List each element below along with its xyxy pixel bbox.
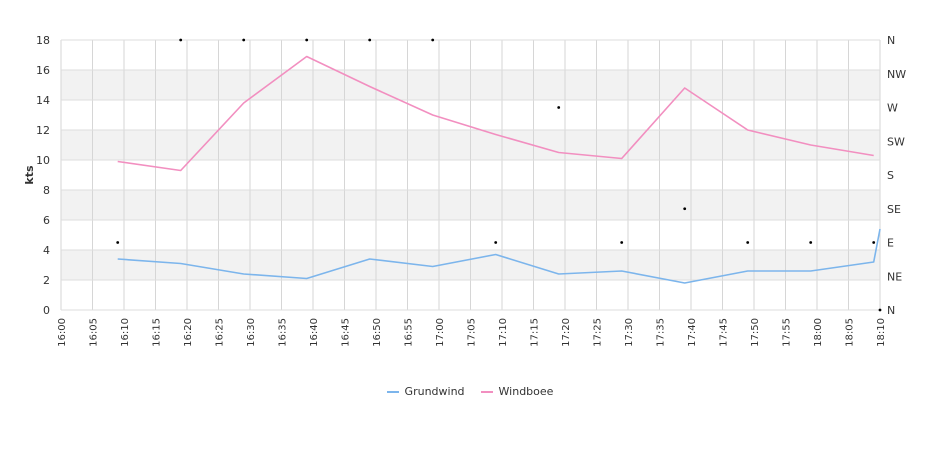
direction-point (683, 207, 687, 211)
x-tick-label: 16:40 (309, 318, 320, 347)
x-tick-label: 16:55 (404, 318, 415, 347)
x-tick-label: 17:40 (687, 318, 698, 347)
x-tick-label: 17:55 (782, 318, 793, 347)
x-tick-label: 16:20 (183, 318, 194, 347)
y-tick-label: 2 (43, 274, 50, 287)
right-axis-tick-label: S (887, 169, 894, 182)
x-tick-label: 16:45 (341, 318, 352, 347)
direction-point (431, 38, 435, 42)
chart-legend: Grundwind Windboee (0, 385, 940, 398)
y-tick-label: 8 (43, 184, 50, 197)
legend-item-grundwind[interactable]: Grundwind (386, 385, 465, 398)
y-tick-label: 12 (36, 124, 50, 137)
direction-point (368, 38, 372, 42)
y-tick-label: 18 (36, 34, 50, 47)
x-tick-label: 16:05 (89, 318, 100, 347)
x-tick-label: 16:35 (278, 318, 289, 347)
y-axis-label: kts (23, 165, 36, 185)
right-axis-tick-label: N (887, 34, 895, 47)
series-line-grundwind (117, 228, 881, 284)
direction-point (494, 241, 498, 244)
x-tick-label: 17:20 (561, 318, 572, 347)
right-axis-tick-label: N (887, 304, 895, 317)
right-axis-tick-label: E (887, 237, 894, 250)
y-tick-label: 0 (43, 304, 50, 317)
x-tick-label: 17:50 (750, 318, 761, 347)
direction-point (878, 308, 882, 312)
direction-point (809, 241, 813, 244)
legend-swatch-windboee (480, 390, 493, 393)
direction-point (116, 241, 120, 244)
right-axis-tick-label: SW (887, 135, 905, 148)
direction-point (305, 38, 309, 42)
x-tick-label: 16:00 (57, 318, 68, 347)
x-tick-label: 17:45 (719, 318, 730, 347)
x-tick-label: 17:10 (498, 318, 509, 347)
x-tick-label: 17:05 (467, 318, 478, 347)
direction-point (557, 106, 561, 109)
direction-point (242, 38, 246, 42)
y-tick-label: 10 (36, 154, 50, 167)
legend-swatch-grundwind (386, 390, 399, 393)
x-tick-label: 16:30 (246, 318, 257, 347)
x-tick-label: 17:30 (624, 318, 635, 347)
x-tick-label: 17:25 (593, 318, 604, 347)
x-tick-label: 18:05 (845, 318, 856, 347)
y-tick-label: 6 (43, 214, 50, 227)
y-tick-label: 16 (36, 64, 50, 77)
x-tick-label: 16:15 (152, 318, 163, 347)
x-tick-label: 17:15 (530, 318, 541, 347)
y-tick-label: 14 (36, 94, 50, 107)
legend-label-windboee: Windboee (498, 385, 554, 398)
x-tick-label: 16:50 (372, 318, 383, 347)
x-tick-label: 17:00 (435, 318, 446, 347)
legend-label-grundwind: Grundwind (404, 385, 465, 398)
right-axis-tick-label: SE (887, 203, 901, 216)
direction-point (179, 38, 183, 42)
direction-point (746, 241, 750, 244)
x-tick-label: 18:00 (813, 318, 824, 347)
right-axis-tick-label: NE (887, 270, 902, 283)
x-tick-label: 16:25 (215, 318, 226, 347)
x-tick-label: 16:10 (120, 318, 131, 347)
x-tick-label: 18:10 (876, 318, 887, 347)
direction-point (620, 241, 624, 244)
legend-item-windboee[interactable]: Windboee (480, 385, 554, 398)
series-line-windboee (117, 55, 874, 172)
right-axis-tick-label: W (887, 102, 898, 115)
right-axis-tick-label: NW (887, 68, 906, 81)
x-tick-label: 17:35 (656, 318, 667, 347)
direction-point (872, 241, 876, 244)
y-tick-label: 4 (43, 244, 50, 257)
